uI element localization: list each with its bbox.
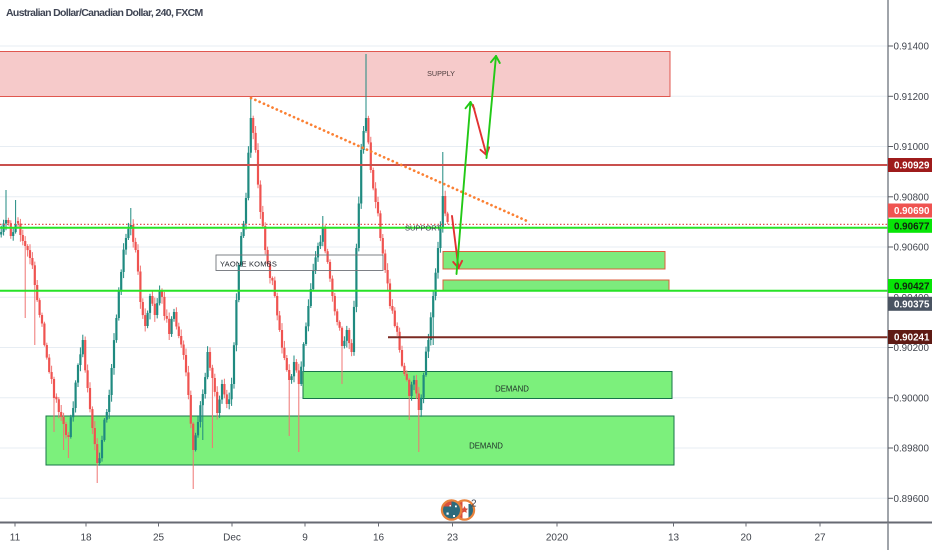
- svg-text:0.90241: 0.90241: [894, 333, 930, 344]
- svg-text:16: 16: [373, 533, 385, 544]
- svg-text:Dec: Dec: [223, 533, 241, 544]
- svg-text:0.90800: 0.90800: [894, 192, 930, 203]
- svg-text:SUPPORT: SUPPORT: [405, 224, 442, 233]
- svg-text:13: 13: [668, 533, 680, 544]
- svg-text:27: 27: [814, 533, 826, 544]
- svg-text:0.90677: 0.90677: [894, 221, 930, 232]
- svg-text:0.89800: 0.89800: [894, 444, 930, 455]
- svg-text:0.90200: 0.90200: [894, 343, 930, 354]
- svg-text:SUPPLY: SUPPLY: [427, 69, 455, 78]
- svg-text:2: 2: [471, 499, 477, 510]
- svg-text:YAONE KOMBS: YAONE KOMBS: [220, 260, 277, 269]
- svg-text:18: 18: [80, 533, 92, 544]
- svg-text:2020: 2020: [546, 533, 569, 544]
- svg-text:23: 23: [447, 533, 459, 544]
- svg-text:0.90690: 0.90690: [894, 206, 930, 217]
- svg-text:Australian Dollar/Canadian Dol: Australian Dollar/Canadian Dollar, 240, …: [6, 7, 204, 19]
- svg-text:0.90000: 0.90000: [894, 393, 930, 404]
- svg-text:0.90600: 0.90600: [894, 243, 930, 254]
- svg-text:0.90929: 0.90929: [894, 161, 930, 172]
- svg-text:9: 9: [302, 533, 308, 544]
- svg-text:0.91400: 0.91400: [894, 42, 930, 53]
- svg-text:11: 11: [10, 533, 21, 544]
- svg-text:DEMAND: DEMAND: [495, 385, 529, 394]
- svg-text:DEMAND: DEMAND: [469, 442, 503, 451]
- svg-text:0.91000: 0.91000: [894, 142, 930, 153]
- svg-text:20: 20: [740, 533, 752, 544]
- svg-text:25: 25: [153, 533, 165, 544]
- svg-text:0.89600: 0.89600: [894, 494, 930, 505]
- svg-text:0.91200: 0.91200: [894, 92, 930, 103]
- svg-text:0.90427: 0.90427: [894, 282, 930, 293]
- svg-text:0.90375: 0.90375: [894, 299, 930, 310]
